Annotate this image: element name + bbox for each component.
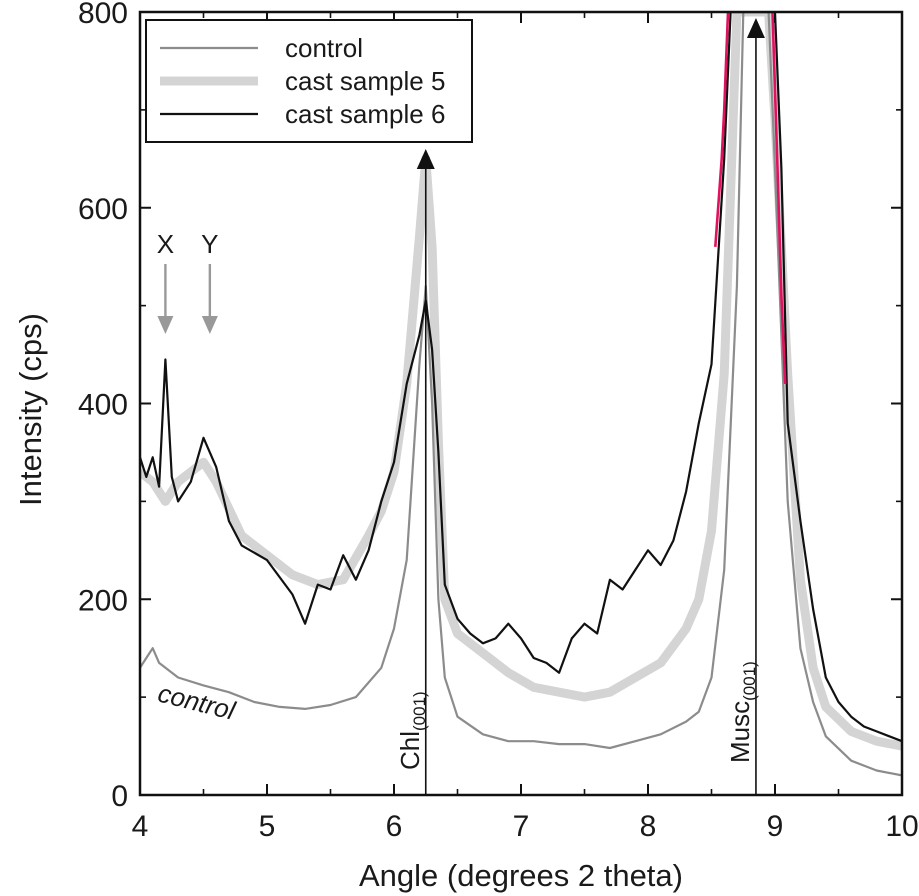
- y-axis-title: Intensity (cps): [13, 313, 48, 506]
- peak-highlight-2: [771, 12, 787, 384]
- peak-highlight-1: [714, 12, 730, 247]
- x-tick-label: 4: [132, 810, 149, 843]
- x-tick-label: 7: [513, 810, 530, 843]
- series-line-cast-sample-6: [140, 12, 902, 743]
- control-curve-label: control: [155, 678, 239, 726]
- y-tick-label: 800: [78, 0, 128, 30]
- series-line-control: [140, 12, 902, 777]
- peak-arrowhead-musc: [746, 18, 765, 38]
- y-tick-label: 600: [78, 193, 128, 226]
- y-tick-label: 0: [111, 780, 128, 813]
- tick-layer: 4 5 6 7 8 9 10 0 200 400 600 800: [78, 0, 919, 843]
- x-tick-label: 6: [386, 810, 403, 843]
- x-tick-label: 10: [885, 810, 918, 843]
- legend-label-cast-sample-6: cast sample 6: [285, 99, 445, 129]
- x-tick-label: 5: [259, 810, 276, 843]
- x-tick-label: 9: [767, 810, 784, 843]
- series-layer: [140, 12, 902, 777]
- legend-label-cast-sample-5: cast sample 5: [285, 66, 445, 96]
- arrow-head-y: [201, 316, 218, 334]
- arrow-label-x: X: [157, 229, 174, 259]
- y-tick-label: 200: [78, 584, 128, 617]
- peak-arrowhead-chl: [416, 149, 435, 170]
- peak-label-musc: Musc(001): [725, 661, 759, 763]
- peak-label-chl: Chl(001): [395, 691, 429, 770]
- arrow-label-y: Y: [201, 229, 218, 259]
- arrow-head-x: [157, 316, 174, 334]
- x-axis-title: Angle (degrees 2 theta): [359, 858, 683, 893]
- legend-label-control: control: [285, 33, 363, 63]
- x-tick-label: 8: [640, 810, 657, 843]
- y-tick-label: 400: [78, 389, 128, 422]
